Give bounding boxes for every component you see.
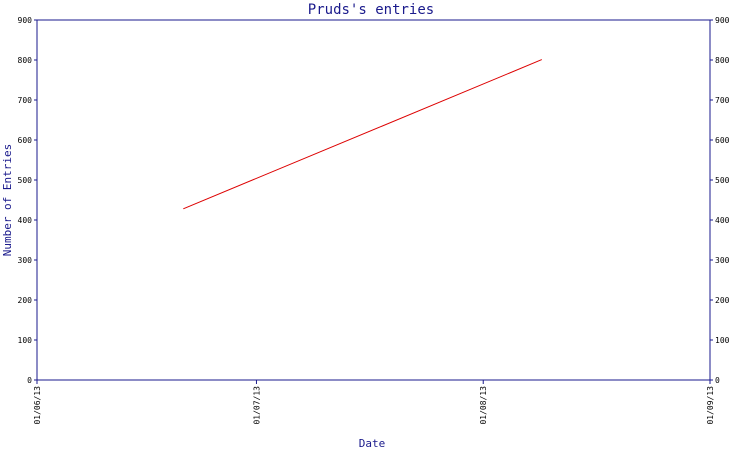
y-tick-label-right: 0 [715,376,720,385]
y-tick-label-left: 300 [18,256,33,265]
y-tick-label-right: 300 [715,256,730,265]
plot-area [36,19,711,381]
y-tick-label-right: 100 [715,336,730,345]
y-tick-label-right: 200 [715,296,730,305]
y-tick-label-right: 800 [715,56,730,65]
y-tick-label-right: 900 [715,16,730,25]
y-tick-label-right: 700 [715,96,730,105]
y-axis-label: Number of Entries [1,144,14,257]
x-tick-label: 01/06/13 [33,386,42,425]
y-tick-label-right: 500 [715,176,730,185]
x-tick-label: 01/09/13 [706,386,715,425]
x-axis-label: Date [359,437,386,450]
y-axis-right: 0 100 200 300 400 500 600 700 800 900 [710,16,730,385]
y-tick-label-left: 200 [18,296,33,305]
y-axis-left: 0 100 200 300 400 500 600 700 800 900 [18,16,37,385]
y-tick-label-left: 800 [18,56,33,65]
y-tick-label-left: 400 [18,216,33,225]
x-tick-label: 01/08/13 [479,386,488,425]
y-tick-label-left: 600 [18,136,33,145]
series-layer [183,59,542,210]
y-tick-label-right: 600 [715,136,730,145]
y-tick-label-left: 900 [18,16,33,25]
x-tick-label: 01/07/13 [252,386,261,425]
y-tick-label-left: 700 [18,96,33,105]
y-tick-label-right: 400 [715,216,730,225]
y-tick-label-left: 500 [18,176,33,185]
y-tick-label-left: 0 [27,376,32,385]
series-line [183,59,542,210]
x-axis: 01/06/13 01/07/13 01/08/13 01/09/13 [33,380,715,425]
chart-title: Pruds's entries [308,2,434,18]
y-tick-label-left: 100 [18,336,33,345]
